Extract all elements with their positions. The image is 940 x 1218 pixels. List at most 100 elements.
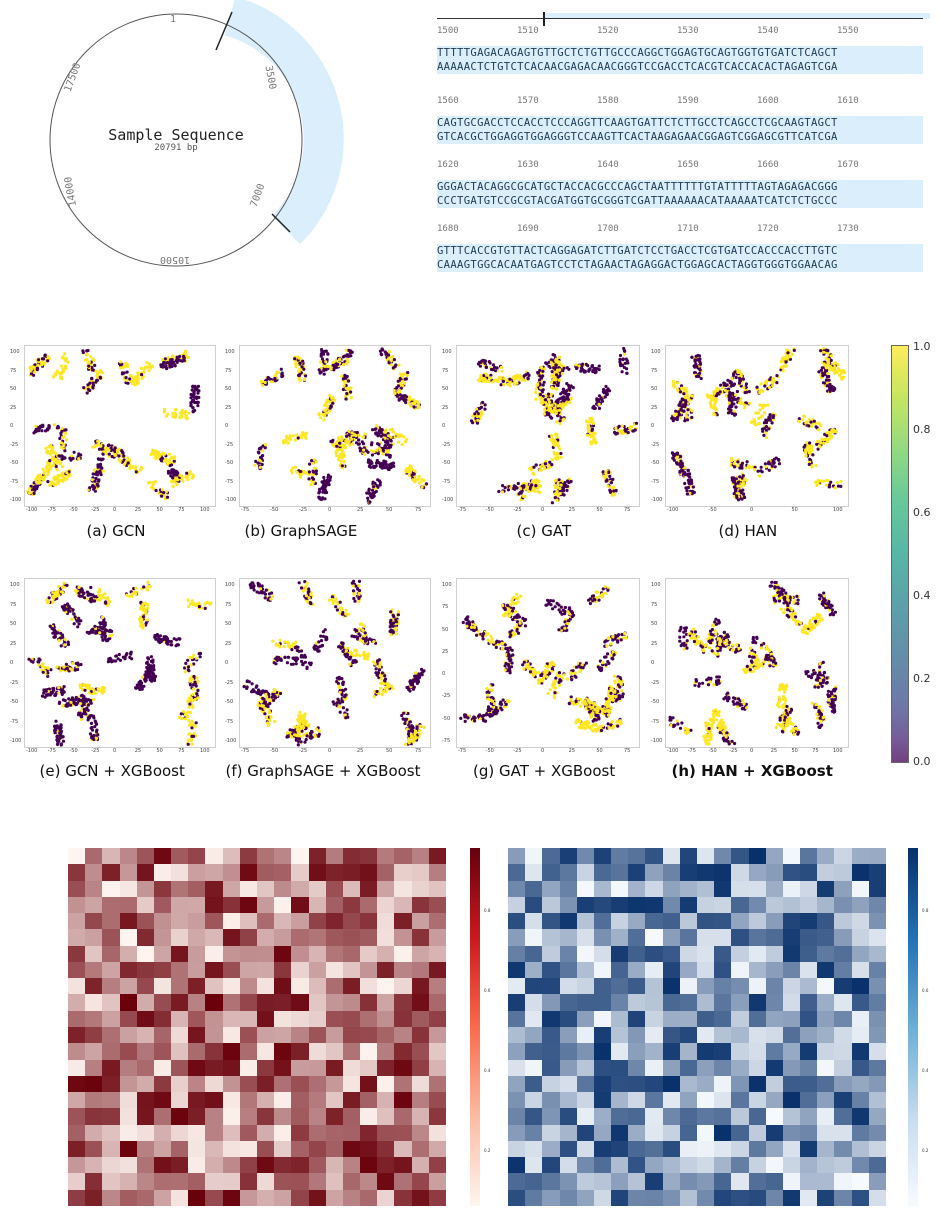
scatter-point <box>98 594 102 598</box>
scatter-point <box>171 484 175 488</box>
scatter-point <box>196 384 201 388</box>
x-tick-label: -75 <box>47 748 56 754</box>
scatter-point <box>178 637 182 641</box>
scatter-point <box>63 364 68 368</box>
scatter-point <box>408 725 412 729</box>
scatter-point <box>107 599 111 603</box>
scatter-point <box>186 714 190 719</box>
sequence-forward-strand[interactable]: GGGACTACAGGCGCATGCTACCACGCCCAGCTAATTTTTT… <box>437 180 923 194</box>
scatter-point <box>197 605 201 609</box>
scatter-point <box>340 464 344 468</box>
scatter-point <box>69 703 73 707</box>
sequence-forward-strand[interactable]: GTTTCACCGTGTTACTCAGGAGATCTTGATCTCCTGACCT… <box>437 244 923 258</box>
scatter-point <box>825 440 830 444</box>
scatter-point <box>52 483 56 487</box>
scatter-point <box>728 380 732 385</box>
scatter-point <box>538 393 542 397</box>
scatter-point <box>737 376 742 380</box>
scatter-point <box>367 488 371 493</box>
scatter-point <box>307 477 311 481</box>
scatter-point <box>416 477 420 481</box>
tsne-scatter-points <box>670 347 847 502</box>
scatter-point <box>94 369 98 373</box>
scatter-point <box>714 400 718 404</box>
sequence-forward-strand[interactable]: CAGTGCGACCTCCACCTCCCAGGTTCAAGTGATTCTCTTG… <box>437 116 923 130</box>
scatter-point <box>117 652 121 657</box>
scatter-point <box>360 440 364 444</box>
scatter-point <box>365 491 369 495</box>
scatter-point <box>344 376 348 380</box>
scatter-point <box>179 712 183 716</box>
scatter-point <box>499 365 503 369</box>
scatter-point <box>124 376 128 380</box>
scatter-point <box>679 400 683 404</box>
scatter-point <box>531 471 535 475</box>
sequence-ruler: 1500 1510 1520 1530 1540 1550 <box>437 26 923 40</box>
scatter-point <box>395 386 399 390</box>
scatter-point <box>386 467 390 471</box>
scatter-point <box>412 479 416 483</box>
scatter-point <box>822 350 826 354</box>
scatter-point <box>682 392 686 396</box>
scatter-point <box>57 686 61 690</box>
top-highlight <box>543 13 930 19</box>
scatter-point <box>58 478 62 483</box>
scatter-point <box>335 454 339 458</box>
scatter-point <box>194 656 199 660</box>
scatter-point <box>372 465 376 470</box>
ruler-tick-label: 1660 <box>757 160 779 170</box>
scatter-point <box>151 448 155 452</box>
scatter-point <box>263 443 268 447</box>
scatter-point <box>826 479 830 483</box>
scatter-point <box>87 364 91 368</box>
cursor-marker[interactable] <box>543 12 545 26</box>
scatter-point <box>827 430 831 434</box>
scatter-point <box>61 367 65 371</box>
scatter-point <box>491 363 495 367</box>
sequence-reverse-strand[interactable]: AAAAACTCTGTCTCACAACGAGACAACGGGTCCGACCTCA… <box>437 60 923 74</box>
sequence-reverse-strand[interactable]: GTCACGCTGGAGGTGGAGGGTCCAAGTTCACTAAGAGAAC… <box>437 130 923 144</box>
scatter-point <box>66 474 70 478</box>
scatter-point <box>597 406 602 410</box>
scatter-point <box>46 480 50 484</box>
x-tick-label: -25 <box>91 507 100 513</box>
scatter-point <box>718 390 722 394</box>
scatter-point <box>775 381 779 385</box>
scatter-point <box>801 417 805 422</box>
scatter-point <box>141 675 145 679</box>
scatter-point <box>602 391 606 395</box>
scatter-point <box>159 639 163 644</box>
ruler-tick-label: 1670 <box>837 160 859 170</box>
scatter-point <box>826 371 830 376</box>
scatter-point <box>385 351 389 356</box>
scatter-point <box>551 374 555 378</box>
scatter-point <box>317 413 321 417</box>
scatter-point <box>92 468 97 472</box>
scatter-point <box>370 428 375 432</box>
scatter-point <box>736 484 740 488</box>
scatter-point <box>335 440 339 444</box>
scatter-point <box>690 409 694 413</box>
sequence-reverse-strand[interactable]: CCCTGATGTCCGCGTACGATGGTGCGGGTCGATTAAAAAA… <box>437 194 923 208</box>
scatter-point <box>113 452 117 456</box>
scatter-point <box>534 387 538 391</box>
scatter-point <box>418 481 422 485</box>
scatter-point <box>93 624 97 628</box>
scatter-point <box>558 419 562 423</box>
scatter-point <box>303 378 307 382</box>
scatter-point <box>743 403 747 407</box>
scatter-point <box>195 692 199 696</box>
scatter-point <box>182 352 186 356</box>
scatter-point <box>560 396 564 400</box>
scatter-point <box>767 385 772 390</box>
sequence-reverse-strand[interactable]: CAAAGTGGCACAATGAGTCCTCTAGAACTAGAGGACTGGA… <box>437 258 923 272</box>
scatter-point <box>343 373 347 377</box>
scatter-point <box>311 481 315 485</box>
scatter-point <box>58 462 62 466</box>
x-tick-label: -50 <box>485 507 494 513</box>
scatter-point <box>344 348 348 352</box>
sequence-forward-strand[interactable]: TTTTTGAGACAGAGTGTTGCTCTGTTGCCCAGGCTGGAGT… <box>437 46 923 60</box>
scatter-point <box>502 383 506 387</box>
scatter-point <box>743 478 747 482</box>
scatter-point <box>541 388 545 392</box>
